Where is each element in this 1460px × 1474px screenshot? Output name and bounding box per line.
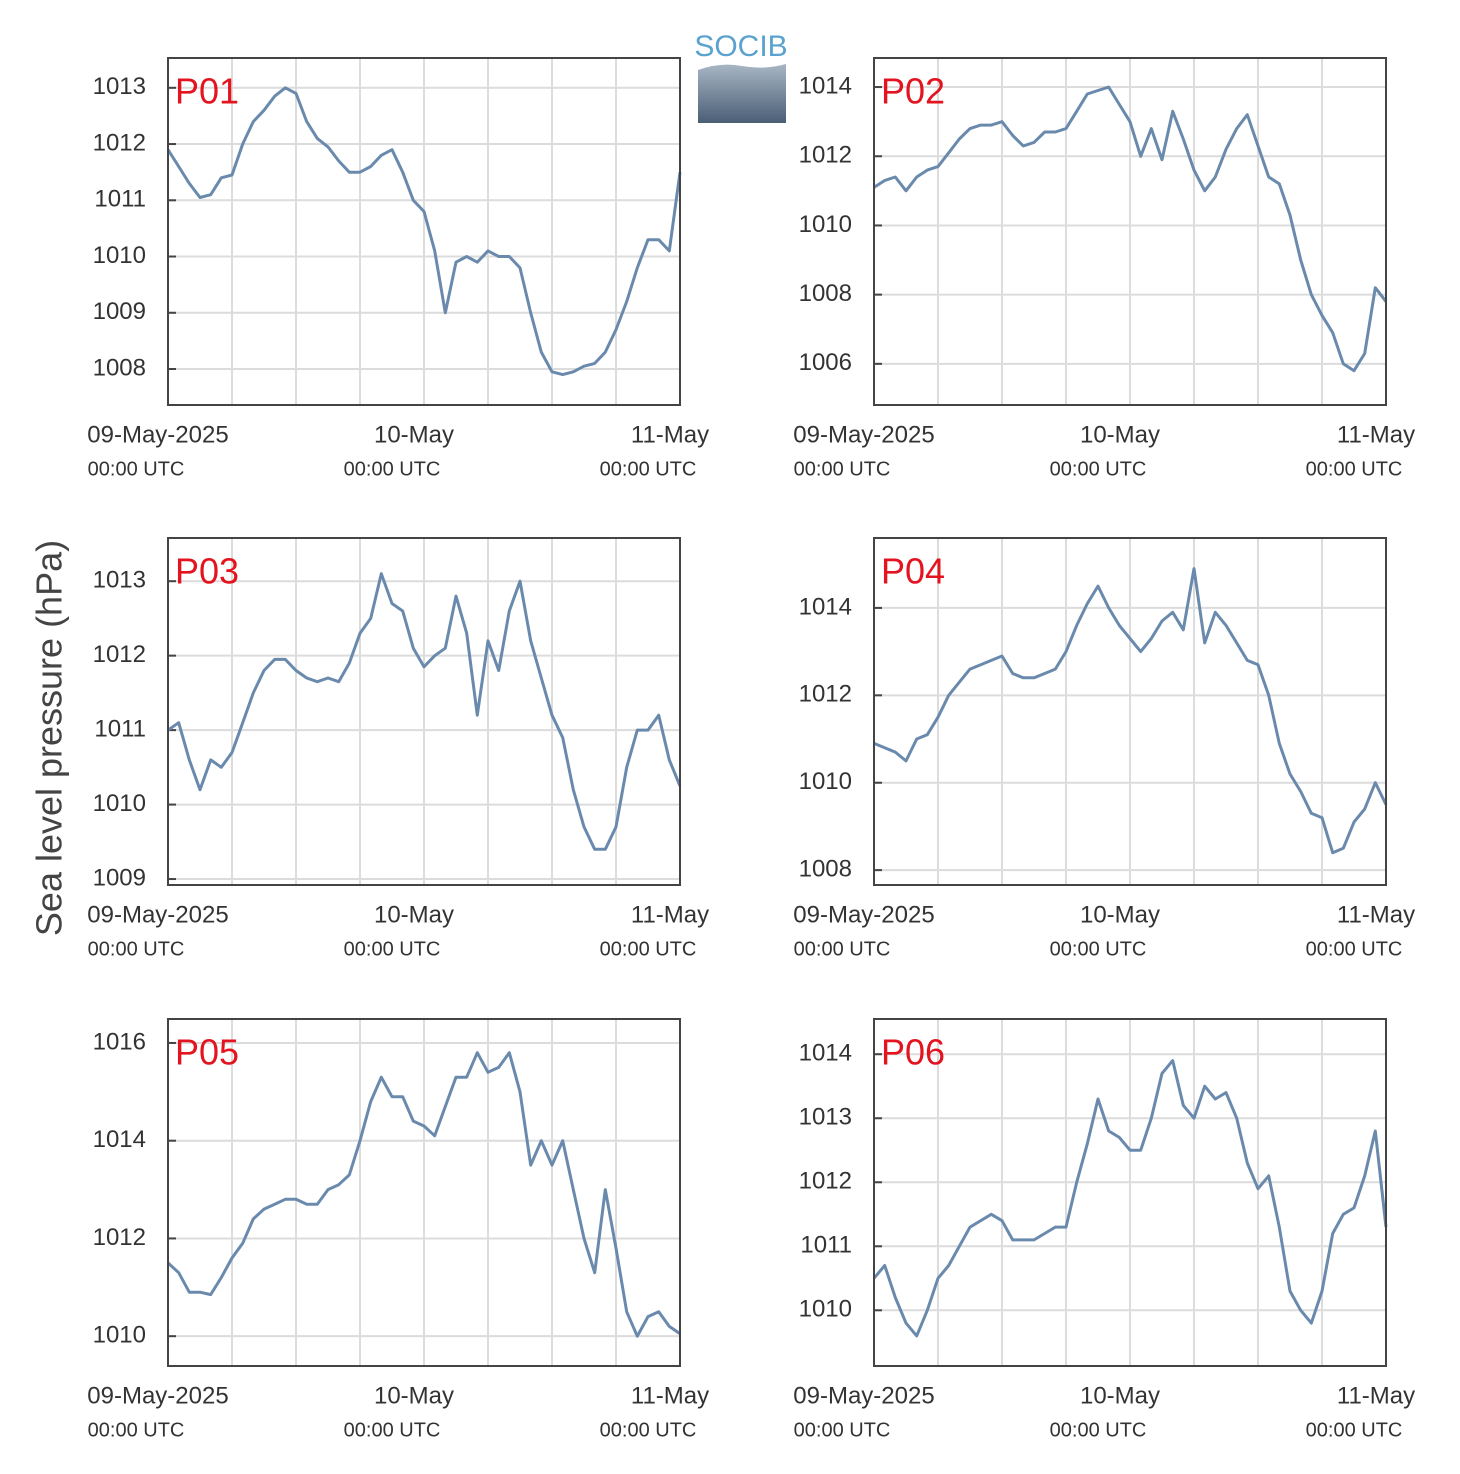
y-tick-label: 1008 — [799, 280, 852, 307]
logo-shape — [698, 64, 786, 123]
x-tick-label: 10-May — [374, 1382, 454, 1409]
x-tick-sublabel: 00:00 UTC — [600, 938, 697, 960]
y-tick-label: 1013 — [93, 73, 146, 100]
y-tick-label: 1012 — [93, 1224, 146, 1251]
y-tick-label: 1011 — [94, 715, 146, 742]
x-tick-sublabel: 00:00 UTC — [794, 938, 891, 960]
x-tick-label: 10-May — [374, 421, 454, 448]
x-tick-sublabel: 00:00 UTC — [344, 1419, 441, 1441]
y-tick-label: 1009 — [93, 864, 146, 891]
y-tick-label: 1012 — [93, 129, 146, 156]
plot-frame — [873, 57, 1387, 406]
x-tick-sublabel: 00:00 UTC — [344, 938, 441, 960]
plot-frame — [873, 1018, 1387, 1367]
x-tick-sublabel: 00:00 UTC — [794, 458, 891, 480]
x-tick-label: 10-May — [1080, 1382, 1160, 1409]
x-tick-label: 10-May — [1080, 901, 1160, 928]
y-tick-label: 1011 — [800, 1232, 852, 1259]
series-line — [873, 567, 1388, 855]
x-tick-label: 09-May-2025 — [87, 901, 228, 928]
y-tick-label: 1008 — [93, 354, 146, 381]
x-tick-label: 11-May — [631, 421, 709, 448]
y-tick-label: 1012 — [799, 1168, 852, 1195]
panel-title: P05 — [175, 1032, 239, 1073]
y-tick-label: 1010 — [93, 242, 146, 269]
panel-title: P06 — [881, 1032, 945, 1073]
panel-title: P02 — [881, 71, 945, 112]
x-tick-sublabel: 00:00 UTC — [1306, 1419, 1403, 1441]
series-line — [166, 1051, 681, 1338]
y-tick-label: 1014 — [799, 1040, 852, 1067]
y-tick-label: 1010 — [799, 768, 852, 795]
x-tick-label: 09-May-2025 — [793, 901, 934, 928]
series-line — [873, 85, 1388, 373]
y-tick-label: 1013 — [93, 567, 146, 594]
panel-title: P04 — [881, 551, 945, 592]
panel-title: P01 — [175, 71, 239, 112]
plot-frame — [167, 57, 681, 406]
y-tick-label: 1014 — [93, 1126, 146, 1153]
y-tick-label: 1014 — [799, 593, 852, 620]
y-tick-label: 1009 — [93, 298, 146, 325]
x-tick-sublabel: 00:00 UTC — [1306, 938, 1403, 960]
logo-text: SOCIB — [694, 30, 787, 63]
x-tick-label: 11-May — [1337, 1382, 1415, 1409]
x-tick-label: 11-May — [631, 901, 709, 928]
y-axis-label: Sea level pressure (hPa) — [29, 540, 70, 936]
x-tick-sublabel: 00:00 UTC — [794, 1419, 891, 1441]
plot-frame — [167, 1018, 681, 1367]
x-tick-sublabel: 00:00 UTC — [600, 1419, 697, 1441]
x-tick-sublabel: 00:00 UTC — [600, 458, 697, 480]
y-tick-label: 1010 — [799, 211, 852, 238]
x-tick-sublabel: 00:00 UTC — [88, 938, 185, 960]
x-tick-sublabel: 00:00 UTC — [1050, 938, 1147, 960]
x-tick-sublabel: 00:00 UTC — [88, 1419, 185, 1441]
y-tick-label: 1012 — [93, 641, 146, 668]
y-tick-label: 1011 — [94, 186, 146, 213]
series-line — [166, 86, 682, 377]
x-tick-label: 09-May-2025 — [87, 421, 228, 448]
y-tick-label: 1008 — [799, 855, 852, 882]
x-tick-sublabel: 00:00 UTC — [1050, 1419, 1147, 1441]
y-tick-label: 1012 — [799, 142, 852, 169]
plot-frame — [873, 537, 1387, 886]
x-tick-label: 09-May-2025 — [87, 1382, 228, 1409]
y-tick-label: 1010 — [93, 790, 146, 817]
x-tick-label: 09-May-2025 — [793, 1382, 934, 1409]
plot-frame — [167, 537, 681, 886]
y-tick-label: 1010 — [799, 1296, 852, 1323]
x-tick-label: 11-May — [631, 1382, 709, 1409]
x-tick-sublabel: 00:00 UTC — [344, 458, 441, 480]
logo: SOCIB — [694, 30, 788, 123]
series-line — [872, 1059, 1388, 1338]
x-tick-sublabel: 00:00 UTC — [1050, 458, 1147, 480]
x-tick-sublabel: 00:00 UTC — [88, 458, 185, 480]
x-tick-label: 10-May — [374, 901, 454, 928]
y-tick-label: 1010 — [93, 1322, 146, 1349]
x-tick-label: 09-May-2025 — [793, 421, 934, 448]
x-tick-label: 11-May — [1337, 421, 1415, 448]
y-tick-label: 1016 — [93, 1028, 146, 1055]
y-tick-label: 1006 — [799, 349, 852, 376]
y-tick-label: 1012 — [799, 681, 852, 708]
y-tick-label: 1013 — [799, 1104, 852, 1131]
series-line — [167, 572, 682, 851]
panel-title: P03 — [175, 551, 239, 592]
x-tick-sublabel: 00:00 UTC — [1306, 458, 1403, 480]
x-tick-label: 11-May — [1337, 901, 1415, 928]
x-tick-label: 10-May — [1080, 421, 1160, 448]
y-tick-label: 1014 — [799, 72, 852, 99]
